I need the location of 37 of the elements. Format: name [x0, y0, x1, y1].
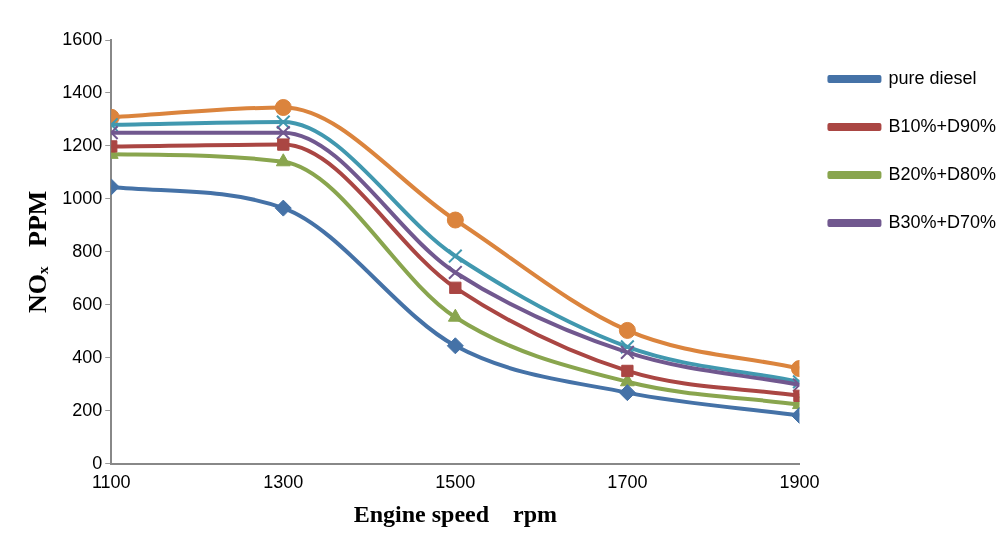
- point: [620, 345, 635, 360]
- point: [446, 337, 464, 355]
- y-tick-label: 0: [92, 452, 103, 473]
- point: [274, 99, 292, 117]
- y-tick-label: 600: [72, 293, 103, 314]
- y-tick-label: 1600: [62, 28, 103, 49]
- x-tick-label: 1100: [91, 472, 131, 493]
- point: [275, 125, 291, 141]
- y-tick-label: 1000: [62, 187, 103, 208]
- y-tick-label: 800: [72, 240, 103, 261]
- legend-label: pure diesel: [888, 67, 977, 88]
- point: [620, 339, 635, 355]
- x-tick-label: 1900: [779, 472, 820, 493]
- point: [447, 265, 463, 280]
- point: [618, 384, 636, 402]
- point: [449, 281, 462, 294]
- y-axis-title: NOₓ PPM: [23, 190, 53, 313]
- x-tick-label: 1700: [607, 472, 648, 493]
- point: [275, 114, 291, 130]
- point: [447, 308, 463, 322]
- x-tick-label: 1500: [435, 472, 476, 493]
- point: [446, 211, 464, 229]
- point: [274, 199, 292, 217]
- legend-label: B30%+D70%: [888, 211, 997, 232]
- y-tick-label: 1400: [62, 81, 103, 102]
- point: [618, 321, 636, 339]
- y-tick-label: 200: [72, 399, 103, 420]
- point: [447, 248, 463, 264]
- y-tick-label: 1200: [62, 134, 103, 155]
- x-axis-title: Engine speed rpm: [353, 500, 558, 527]
- point: [275, 153, 291, 167]
- legend-label: B10%+D90%: [888, 115, 997, 136]
- point: [621, 364, 634, 378]
- y-tick-label: 400: [72, 346, 103, 367]
- legend-label: B20%+D80%: [888, 163, 997, 184]
- x-tick-label: 1300: [263, 472, 304, 493]
- point: [277, 138, 290, 151]
